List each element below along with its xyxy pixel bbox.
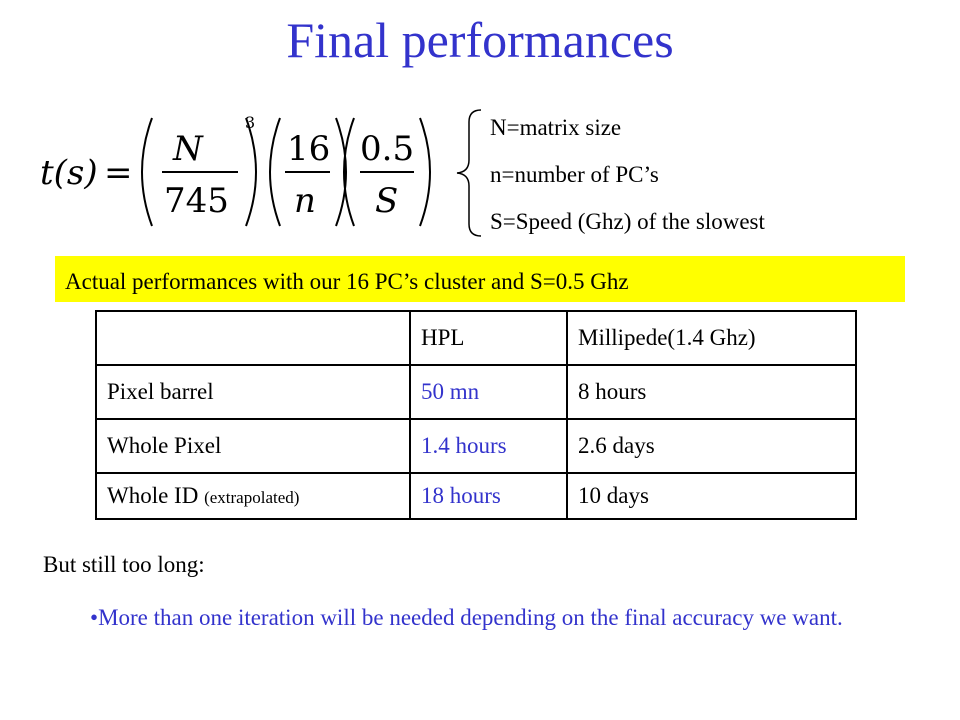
row-hpl-value: 18 hours xyxy=(409,472,568,520)
table-row: Pixel barrel 50 mn 8 hours xyxy=(95,364,857,420)
formula-exponent: 3 xyxy=(245,113,255,132)
time-formula: t(s) = N 745 3 16 n 0.5 S xyxy=(40,100,460,240)
row-millipede-value: 8 hours xyxy=(566,364,857,420)
performance-table: HPL Millipede(1.4 Ghz) Pixel barrel 50 m… xyxy=(95,310,857,520)
slide-title: Final performances xyxy=(286,12,674,68)
row-label: Whole Pixel xyxy=(95,418,411,474)
formula-equals: = xyxy=(104,153,133,193)
formula-f2-den: n xyxy=(294,181,316,221)
table-header-empty xyxy=(95,310,411,366)
paren-right-3 xyxy=(419,117,431,227)
formula-f3-num: 0.5 xyxy=(360,129,414,169)
variable-definitions: N=matrix size n=number of PC’s S=Speed (… xyxy=(490,104,765,245)
formula-lhs: t(s) xyxy=(40,153,98,193)
table-row: Whole Pixel 1.4 hours 2.6 days xyxy=(95,418,857,474)
row-hpl-value: 1.4 hours xyxy=(409,418,568,474)
paren-right-2 xyxy=(335,117,347,227)
row-millipede-value: 10 days xyxy=(566,472,857,520)
definition-matrix-size: N=matrix size xyxy=(490,115,622,140)
formula-f1-den: 745 xyxy=(164,181,229,221)
definition-number-of-pcs: n=number of PC’s xyxy=(490,162,659,187)
highlight-banner: Actual performances with our 16 PC’s clu… xyxy=(55,256,905,302)
row-hpl-value: 50 mn xyxy=(409,364,568,420)
table-header-millipede: Millipede(1.4 Ghz) xyxy=(566,310,857,366)
bullet-marker: • xyxy=(90,605,99,630)
row-label: Whole ID (extrapolated) xyxy=(95,472,411,520)
paren-left-3 xyxy=(343,117,355,227)
bullet-item: •More than one iteration will be needed … xyxy=(90,602,910,634)
bullet-text: More than one iteration will be needed d… xyxy=(98,605,843,630)
formula-f1-num: N xyxy=(172,129,204,169)
conclusion-text: But still too long: xyxy=(43,552,205,577)
row-millipede-value: 2.6 days xyxy=(566,418,857,474)
table-header-row: HPL Millipede(1.4 Ghz) xyxy=(95,310,857,366)
formula-f3-den: S xyxy=(375,181,398,221)
formula-f2-num: 16 xyxy=(287,129,330,169)
definition-speed: S=Speed (Ghz) of the slowest xyxy=(490,209,765,234)
paren-left-1 xyxy=(141,117,153,227)
table-row: Whole ID (extrapolated) 18 hours 10 days xyxy=(95,472,857,520)
paren-left-2 xyxy=(269,117,281,227)
row-note: (extrapolated) xyxy=(204,488,300,507)
paren-right-1 xyxy=(245,117,257,227)
row-label: Pixel barrel xyxy=(95,364,411,420)
table-header-hpl: HPL xyxy=(409,310,568,366)
curly-brace-icon xyxy=(456,109,482,237)
